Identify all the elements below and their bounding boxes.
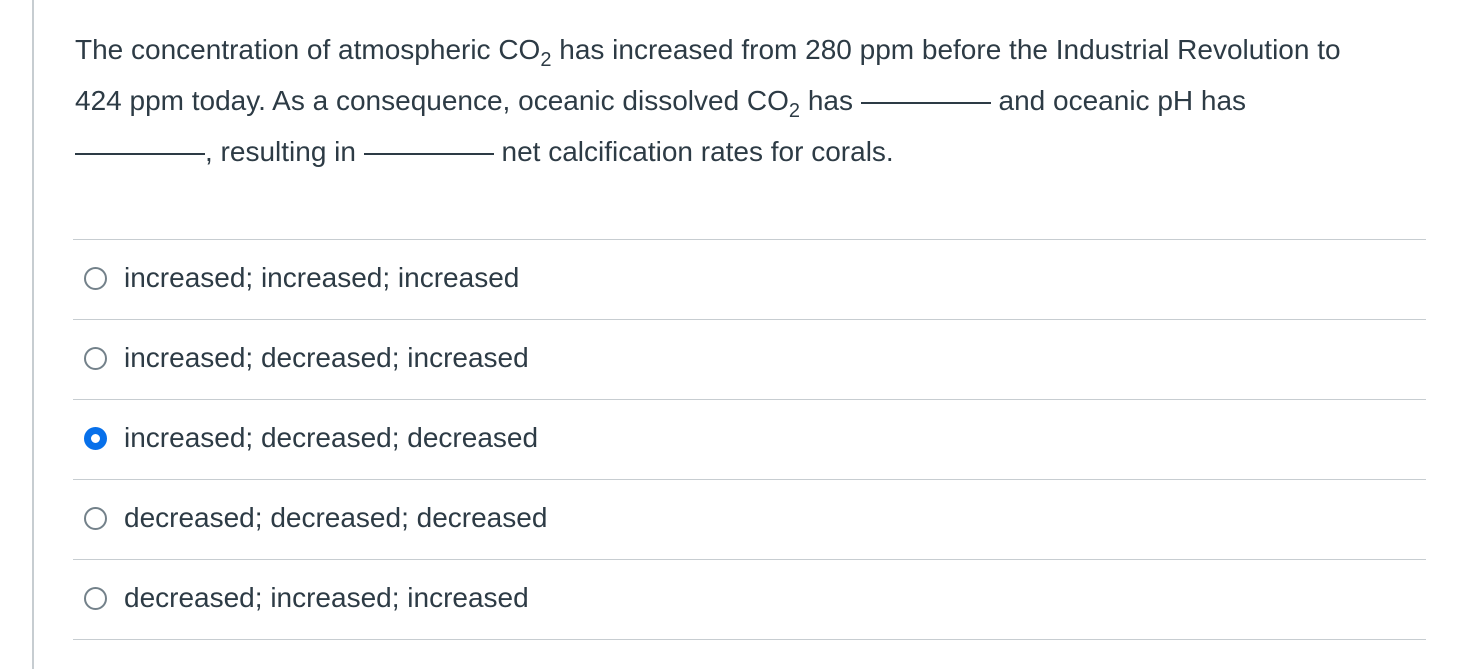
question-text-part: The concentration of atmospheric CO bbox=[75, 34, 541, 65]
question-text-part: has bbox=[800, 85, 861, 116]
answer-label: increased; decreased; increased bbox=[124, 342, 529, 373]
fill-blank-2 bbox=[75, 153, 205, 155]
subscript: 2 bbox=[788, 100, 801, 122]
question-text-part: net calcification rates for corals. bbox=[493, 136, 894, 167]
fill-blank-1 bbox=[860, 102, 991, 104]
answer-list: increased; increased; increased increase… bbox=[73, 239, 1426, 640]
left-border-rule bbox=[32, 0, 34, 669]
question-text-part: , resulting in bbox=[205, 136, 364, 167]
fill-blank-3 bbox=[363, 153, 494, 155]
answer-option-3[interactable]: increased; decreased; decreased bbox=[73, 400, 1426, 480]
radio-button[interactable] bbox=[84, 267, 107, 290]
answer-label: decreased; increased; increased bbox=[124, 582, 529, 613]
radio-button[interactable] bbox=[84, 427, 107, 450]
answer-label: increased; increased; increased bbox=[124, 262, 520, 293]
answer-label: increased; decreased; decreased bbox=[124, 422, 539, 453]
radio-button[interactable] bbox=[84, 347, 107, 370]
question-text-part: and oceanic pH has bbox=[990, 85, 1247, 116]
subscript: 2 bbox=[540, 49, 552, 71]
radio-button[interactable] bbox=[84, 507, 107, 530]
question-text: The concentration of atmospheric CO2 has… bbox=[75, 26, 1365, 176]
answer-option-5[interactable]: decreased; increased; increased bbox=[73, 560, 1426, 640]
question-text-part: has increased from 280 ppm before the In… bbox=[75, 34, 1341, 116]
answer-option-2[interactable]: increased; decreased; increased bbox=[73, 320, 1426, 400]
answer-option-4[interactable]: decreased; decreased; decreased bbox=[73, 480, 1426, 560]
radio-button[interactable] bbox=[84, 587, 107, 610]
answer-label: decreased; decreased; decreased bbox=[124, 502, 548, 533]
answer-option-1[interactable]: increased; increased; increased bbox=[73, 240, 1426, 320]
